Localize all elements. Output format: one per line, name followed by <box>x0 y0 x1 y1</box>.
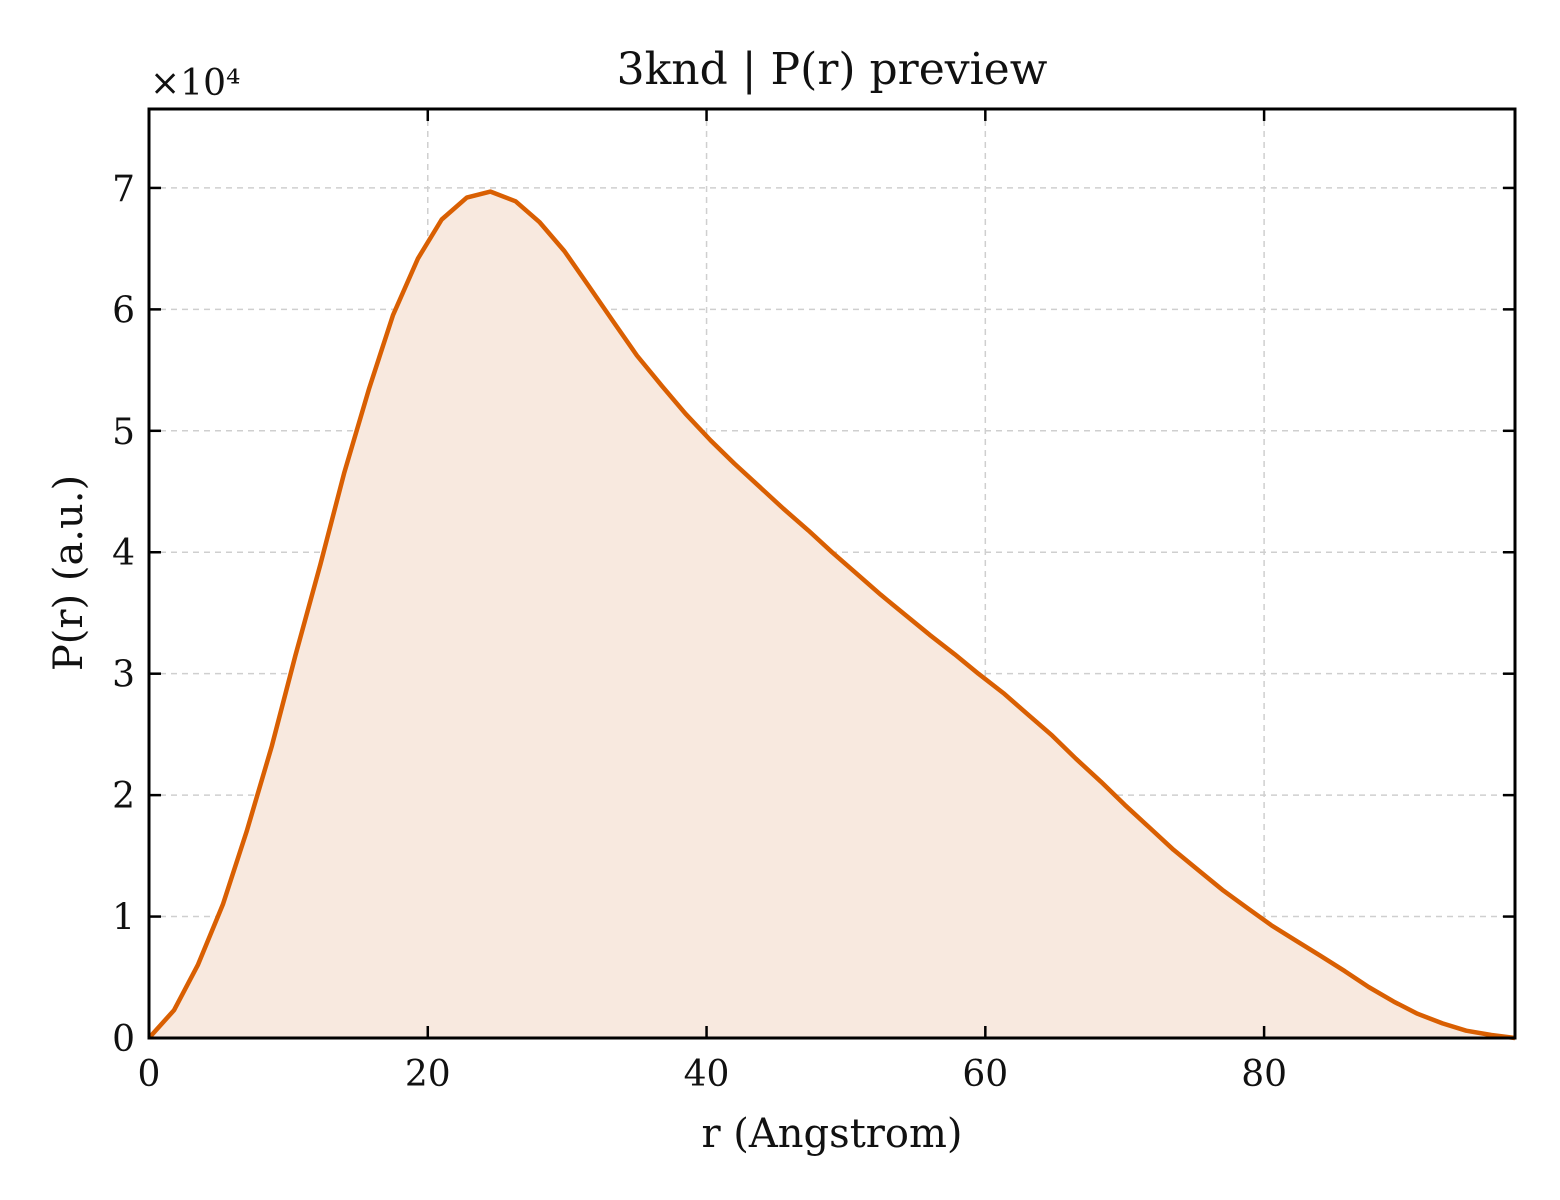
y-tick-label: 0 <box>112 1019 135 1060</box>
x-tick-label: 20 <box>405 1054 451 1095</box>
y-tick-label: 5 <box>112 412 135 453</box>
x-tick-label: 60 <box>962 1054 1008 1095</box>
y-tick-label: 1 <box>112 898 135 939</box>
area-fill <box>149 191 1515 1039</box>
y-tick-label: 4 <box>112 533 135 574</box>
series-line <box>147 189 1516 1041</box>
chart-title: 3knd | P(r) preview <box>617 44 1048 95</box>
x-tick-label: 40 <box>684 1054 730 1095</box>
x-tick-label: 80 <box>1241 1054 1287 1095</box>
y-tick-label: 7 <box>112 169 135 210</box>
ticks <box>147 109 1515 1040</box>
x-tick-label: 0 <box>138 1054 161 1095</box>
y-axis-label: P(r) (a.u.) <box>46 475 92 671</box>
y-tick-label: 3 <box>112 655 135 696</box>
y-tick-label: 6 <box>112 290 135 331</box>
plot-frame <box>147 107 1517 1040</box>
x-axis-label: r (Angstrom) <box>701 1111 962 1157</box>
y-multiplier-label: ×10⁴ <box>150 63 240 104</box>
y-tick-label: 2 <box>112 776 135 817</box>
